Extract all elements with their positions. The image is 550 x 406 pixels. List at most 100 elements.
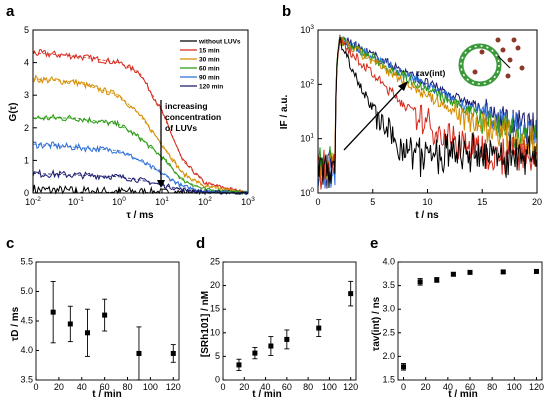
- a-fit-3: [33, 117, 249, 194]
- panel-b-xlabel: t / ns: [415, 210, 439, 221]
- panel-b-annotation: τav(int): [416, 68, 445, 78]
- panel-a-frame: [32, 29, 249, 194]
- panel-d-letter: d: [196, 235, 205, 252]
- panel-c-frame: [35, 261, 180, 381]
- legend-label-1: 15 min: [199, 48, 220, 55]
- dye-molecule: [479, 49, 485, 55]
- d-ytick-label: 25: [210, 257, 220, 267]
- a-series-1: [32, 49, 249, 195]
- b-decay-4: [317, 36, 538, 189]
- b-xtick-label: 5: [370, 197, 375, 207]
- panel-a-annotation-line2: concentration: [165, 112, 221, 122]
- a-series-2: [32, 74, 249, 195]
- a-xtick-label: 101: [155, 196, 169, 207]
- e-ytick-label: 2.5: [382, 327, 395, 337]
- legend-label-5: 120 min: [199, 84, 223, 91]
- a-ytick-label: 0: [24, 188, 29, 198]
- panel-a-legend: without LUVs 15 min 30 min 60 min 90 min…: [180, 39, 241, 91]
- e-ytick-label: 4.0: [382, 257, 395, 267]
- a-xtick-label: 100: [112, 196, 126, 207]
- c-xtick-label: 20: [54, 382, 64, 392]
- panel-d-ylabel: [SRh101] / nM: [200, 291, 211, 357]
- b-xtick-label: 0: [315, 197, 320, 207]
- a-series-5: [32, 168, 249, 196]
- panel-e-frame: [397, 261, 543, 381]
- panel-a-arrowhead: [157, 180, 165, 188]
- e-ytick-label: 3.0: [382, 304, 395, 314]
- d-ytick-label: 0: [215, 375, 220, 385]
- panel-b-letter: b: [282, 3, 291, 20]
- d-point: [316, 325, 322, 331]
- dye-molecule: [505, 73, 511, 79]
- e-xtick-label: 40: [443, 382, 453, 392]
- d-ytick-label: 5: [215, 351, 220, 361]
- c-point: [170, 350, 176, 356]
- c-xtick-label: 0: [33, 382, 38, 392]
- plot-d-marks: 0 20 40 60 80 100 120 0 5 10 15 20 25: [210, 257, 358, 393]
- a-xtick-label: 102: [198, 196, 212, 207]
- e-point: [500, 269, 506, 275]
- e-point: [467, 269, 473, 275]
- e-xtick-label: 120: [529, 382, 544, 392]
- e-point: [417, 279, 423, 285]
- a-xtick-label: 103: [241, 196, 255, 207]
- panel-a-annotation-line1: increasing: [165, 101, 208, 111]
- a-ytick-label: 5: [24, 25, 29, 35]
- panel-b-frame: [317, 29, 538, 194]
- c-point: [84, 330, 90, 336]
- e-point: [401, 364, 407, 370]
- plot-b-marks: 0 5 10 15 20 100 101 102 103: [300, 24, 542, 207]
- d-point: [284, 336, 290, 342]
- e-point: [434, 277, 440, 283]
- panel-a-letter: a: [6, 3, 15, 20]
- vesicle-pointer: [497, 55, 511, 69]
- b-ytick-label: 103: [300, 24, 314, 35]
- dye-molecule: [500, 47, 506, 53]
- legend-label-0: without LUVs: [198, 39, 241, 46]
- e-xtick-label: 100: [507, 382, 522, 392]
- dye-molecule: [515, 45, 521, 51]
- c-xtick-label: 80: [123, 382, 133, 392]
- a-ytick-label: 4: [24, 58, 29, 68]
- e-ytick-label: 3.5: [382, 280, 395, 290]
- panel-d-frame: [222, 261, 357, 381]
- d-point: [268, 343, 274, 349]
- panel-b-arrowhead: [398, 81, 408, 91]
- d-ytick-label: 20: [210, 280, 220, 290]
- vesicle-icon: [458, 37, 525, 87]
- e-xtick-label: 60: [465, 382, 475, 392]
- b-decay-0: [317, 37, 538, 188]
- b-xtick-label: 10: [422, 197, 432, 207]
- a-fit-1: [32, 52, 249, 194]
- c-point: [102, 312, 108, 318]
- d-ytick-label: 10: [210, 327, 220, 337]
- d-xtick-label: 60: [282, 382, 292, 392]
- legend-label-2: 30 min: [199, 57, 220, 64]
- panel-e-ylabel: τav(int) / ns: [371, 296, 382, 351]
- dye-molecule: [511, 37, 517, 43]
- d-xtick-label: 0: [220, 382, 225, 392]
- dye-molecule: [519, 65, 525, 71]
- a-xtick-label: 10-1: [68, 196, 84, 207]
- b-ytick-label: 102: [300, 78, 314, 89]
- panel-a-xlabel: τ / ms: [126, 210, 154, 221]
- plot-e-marks: 0 20 40 60 80 100 120 1.5 2.0 2.5 3.0 3.5 4.0: [382, 257, 543, 393]
- d-xtick-label: 120: [343, 382, 358, 392]
- vesicle-pores: [460, 45, 500, 85]
- e-point: [450, 271, 456, 277]
- panel-c-xlabel: t / min: [92, 389, 121, 400]
- b-xtick-label: 20: [532, 197, 542, 207]
- plot-c-marks: 0 20 40 60 80 100 120 3.5 4.0 4.5 5.0 5.5: [20, 257, 180, 393]
- panel-c-ylabel: τD / ms: [10, 306, 21, 341]
- dye-molecule: [495, 37, 501, 43]
- panel-d-xlabel: t / min: [252, 389, 281, 400]
- c-xtick-label: 60: [100, 382, 110, 392]
- d-xtick-label: 20: [239, 382, 249, 392]
- a-ytick-label: 1: [24, 155, 29, 165]
- panel-c-letter: c: [6, 235, 14, 252]
- e-xtick-label: 80: [487, 382, 497, 392]
- b-decay-5: [317, 34, 538, 189]
- a-ytick-label: 2: [24, 123, 29, 133]
- c-point: [50, 309, 56, 315]
